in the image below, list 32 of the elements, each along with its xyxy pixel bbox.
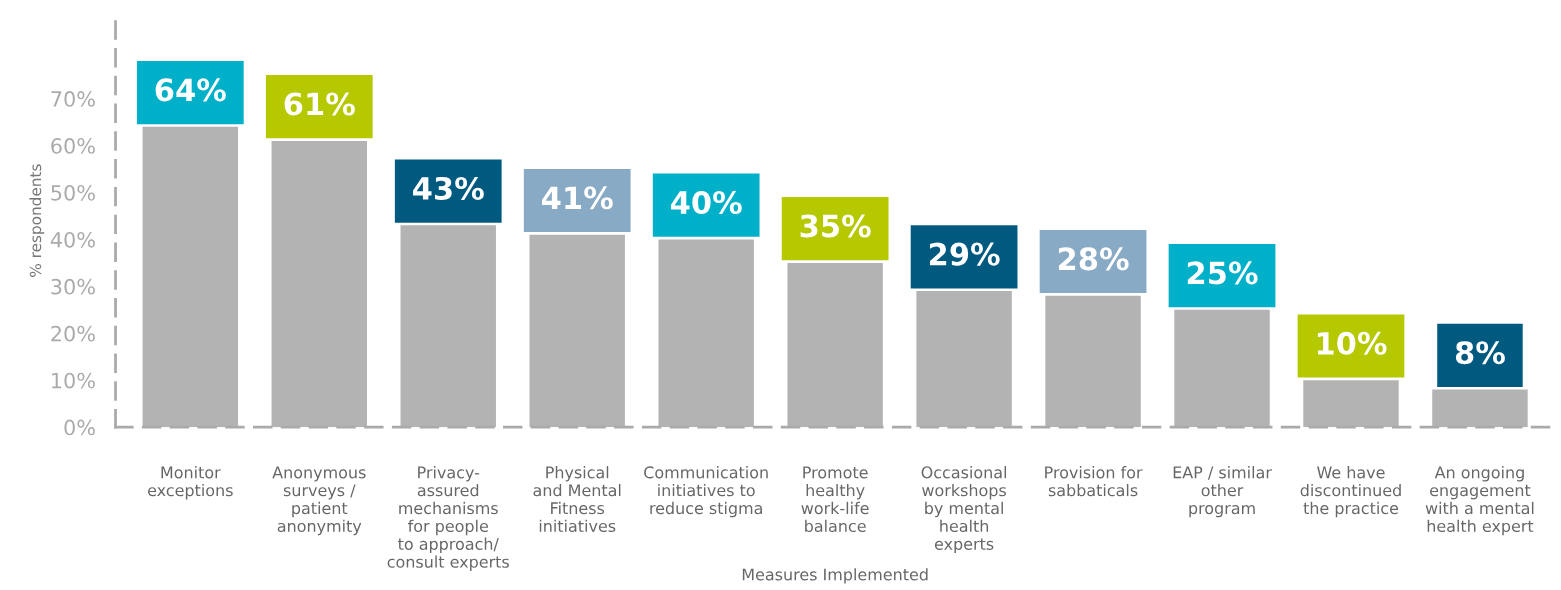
x-tick-label: We have discontinued the practice — [1300, 466, 1401, 518]
y-tick-label: 0% — [64, 419, 95, 436]
data-label: 8% — [1455, 341, 1505, 365]
y-tick-label: 30% — [51, 278, 95, 295]
data-label: 41% — [542, 186, 613, 210]
x-tick-label: Provision for sabbaticals — [1045, 466, 1143, 497]
x-tick-label: EAP / similar other program — [1173, 466, 1272, 518]
data-label: 64% — [155, 78, 226, 102]
y-tick-label: 40% — [50, 231, 95, 248]
y-tick-label: 20% — [51, 325, 95, 342]
data-label: 35% — [800, 214, 871, 238]
x-tick-label: Anonymous surveys / patient anonymity — [272, 466, 366, 536]
y-axis-title: % respondents — [29, 164, 45, 277]
data-label: 25% — [1187, 261, 1258, 285]
data-label: 28% — [1058, 247, 1129, 271]
data-label: 61% — [284, 92, 355, 116]
x-tick-label: An ongoing engagement with a mental health expert — [1425, 466, 1534, 536]
y-tick-label: 50% — [51, 184, 95, 201]
y-tick-label: 10% — [52, 372, 95, 389]
y-tick-label: 70% — [51, 91, 95, 107]
x-axis-title: Measures Implemented — [742, 568, 928, 584]
x-tick-label: Physical and Mental Fitness initiatives — [533, 466, 621, 533]
y-tick-label: 60% — [51, 138, 95, 154]
x-tick-label: Communication initiatives to reduce stigma — [644, 466, 768, 518]
data-label: 43% — [413, 176, 484, 200]
data-label: 10% — [1317, 331, 1387, 355]
x-tick-label: Monitor exceptions — [148, 466, 233, 500]
data-label: 29% — [929, 242, 1000, 266]
x-tick-label: Privacy- assured mechanisms for people to approach/ consult experts — [387, 466, 509, 571]
x-tick-label: Occasional workshops by mental health experts — [921, 466, 1006, 554]
data-label: 40% — [670, 190, 742, 215]
x-tick-label: Promote healthy work-life balance — [801, 466, 869, 533]
